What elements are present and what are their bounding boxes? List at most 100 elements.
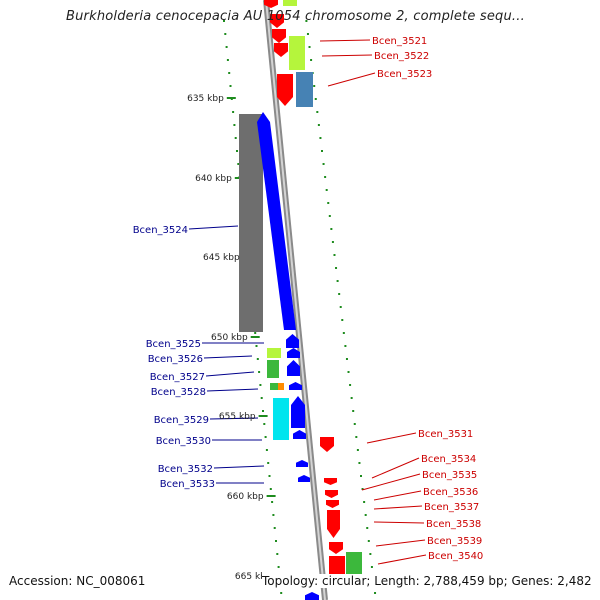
tick-dot: [358, 462, 361, 464]
reverse-label-leader: [205, 371, 255, 377]
gene-reverse-blue: [286, 334, 299, 348]
tick-dot: [356, 449, 359, 451]
kbp-tick-label: 655 kbp: [219, 412, 256, 422]
forward-label-leader: [373, 521, 425, 524]
reverse-gene-label: Bcen_3530: [156, 436, 211, 447]
gene-reverse-gray: [239, 114, 263, 332]
reverse-gene-label: Bcen_3528: [151, 387, 206, 398]
tick-dot: [349, 384, 352, 386]
tick-dot: [276, 553, 279, 555]
tick-dot: [366, 527, 369, 529]
label-leader-lines: [188, 39, 427, 565]
tick-dot: [268, 475, 271, 477]
tick-dot: [363, 501, 366, 503]
tick-dot: [310, 59, 313, 61]
tick-dot: [269, 488, 272, 490]
tick-dot: [317, 124, 320, 126]
reverse-gene-label: Bcen_3527: [150, 372, 205, 383]
kbp-tick-label: 650 kbp: [211, 333, 248, 343]
tick-dot: [319, 137, 322, 139]
reverse-gene-label: Bcen_3525: [146, 339, 201, 350]
tick-dot: [275, 540, 277, 542]
gene-reverse-blue: [293, 430, 306, 439]
sequence-title: Burkholderia cenocepacia AU 1054 chromos…: [66, 9, 525, 24]
tick-dot: [338, 293, 341, 295]
gene-features: [239, 0, 362, 600]
tick-dot: [342, 332, 345, 334]
reverse-label-leader: [206, 388, 259, 392]
gene-forward-red: [326, 500, 339, 508]
gene-reverse-blue: [291, 396, 305, 428]
tick-dot: [355, 436, 358, 438]
tick-dot: [374, 592, 377, 594]
gene-forward-red: [329, 556, 345, 578]
gene-forward-red: [325, 490, 338, 498]
kbp-tick-label: 645 kbp: [203, 253, 240, 263]
accession-text: Accession: NC_008061: [9, 574, 146, 588]
forward-gene-label: Bcen_3540: [428, 551, 483, 562]
tick-dot: [254, 332, 257, 334]
gene-forward-red: [324, 478, 337, 485]
tick-dot: [344, 345, 347, 347]
tick-dot: [335, 267, 338, 269]
tick-dot: [350, 397, 353, 399]
tick-dot: [353, 423, 356, 425]
topology-text: Topology: circular; Length: 2,788,459 bp…: [262, 574, 592, 588]
forward-label-leader: [377, 554, 427, 565]
tick-dot: [237, 163, 240, 165]
forward-label-leader: [321, 54, 373, 57]
tick-dot: [328, 215, 331, 217]
forward-gene-label: Bcen_3534: [421, 454, 476, 465]
reverse-label-leader: [209, 417, 259, 420]
kbp-tick-label: 665 kbp: [235, 572, 272, 582]
tick-dot: [223, 20, 225, 22]
reverse-gene-label: Bcen_3529: [154, 415, 209, 426]
tick-dot: [272, 514, 275, 516]
tick-dot: [361, 488, 364, 490]
gene-forward-steelblue: [296, 72, 313, 107]
tick-dot: [347, 371, 350, 373]
gene-forward-green: [346, 552, 362, 578]
gene-forward-yellowgreen: [283, 0, 297, 6]
forward-label-leader: [373, 505, 423, 510]
tick-dot: [226, 59, 229, 61]
tick-dot: [308, 46, 311, 48]
gene-forward-yellowgreen: [289, 36, 305, 70]
gene-forward-red: [320, 437, 334, 452]
gene-reverse-blue: [305, 592, 319, 600]
gene-reverse-yellowgreen: [267, 348, 281, 358]
gene-forward-red: [272, 29, 286, 43]
gene-reverse-green: [270, 383, 278, 390]
tick-dot: [271, 501, 274, 503]
forward-label-leader: [371, 457, 420, 479]
reverse-gene-label: Bcen_3524: [133, 225, 188, 236]
forward-label-leader: [375, 539, 426, 547]
tick-dot: [256, 358, 259, 360]
tick-dot: [280, 592, 283, 594]
gene-reverse-blue-long: [257, 112, 296, 330]
forward-label-leader: [361, 473, 421, 491]
forward-gene-label: Bcen_3538: [426, 519, 481, 530]
forward-gene-label: Bcen_3523: [377, 69, 432, 80]
tick-dot: [316, 111, 319, 113]
kbp-tick-label: 640 kbp: [195, 174, 232, 184]
forward-label-leader: [327, 72, 376, 87]
tick-dot: [369, 553, 372, 555]
tick-dot: [314, 98, 317, 100]
backbone-highlight: [265, 0, 326, 600]
gene-reverse-green: [267, 360, 279, 378]
forward-gene-label: Bcen_3521: [372, 36, 427, 47]
tick-dot: [234, 137, 237, 139]
forward-label-leader: [366, 432, 417, 444]
gene-forward-red: [329, 542, 343, 554]
tick-dot: [263, 423, 266, 425]
tick-dot: [313, 85, 316, 87]
gene-reverse-cyan: [273, 398, 289, 440]
reverse-gene-label: Bcen_3526: [148, 354, 203, 365]
tick-dot: [330, 228, 333, 230]
map-labels: 635 kbp 640 kbp 645 kbp 650 kbp 655 kbp 660 k…: [133, 36, 484, 582]
forward-gene-label: Bcen_3536: [423, 487, 478, 498]
tick-dot: [325, 189, 328, 191]
tick-dot: [360, 475, 362, 477]
